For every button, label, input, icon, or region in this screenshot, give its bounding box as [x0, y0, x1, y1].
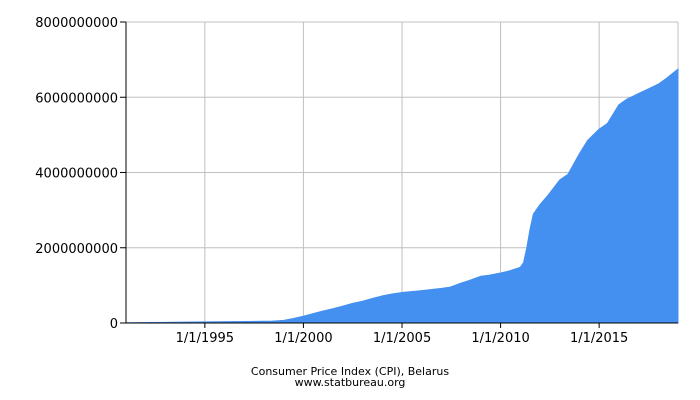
y-tick-label: 8000000000: [35, 16, 118, 31]
chart-title: Consumer Price Index (CPI), Belarus: [251, 365, 449, 378]
x-tick-label: 1/1/2010: [471, 331, 529, 346]
chart-source: www.statbureau.org: [295, 376, 406, 389]
cpi-area-series: [125, 67, 679, 324]
x-tick-label: 1/1/2015: [570, 331, 628, 346]
y-tick-label: 2000000000: [35, 242, 118, 257]
y-tick-label: 0: [110, 317, 118, 332]
y-tick-label: 6000000000: [35, 91, 118, 106]
x-tick-label: 1/1/2000: [274, 331, 332, 346]
x-tick-label: 1/1/1995: [176, 331, 234, 346]
axes: [120, 21, 678, 328]
x-axis-tick-labels: 1/1/1995 1/1/2000 1/1/2005 1/1/2010 1/1/2015: [176, 331, 629, 346]
y-tick-label: 4000000000: [35, 167, 118, 182]
y-axis-tick-labels: 0 2000000000 4000000000 6000000000 800000000…: [35, 16, 118, 332]
x-tick-label: 1/1/2005: [373, 331, 431, 346]
